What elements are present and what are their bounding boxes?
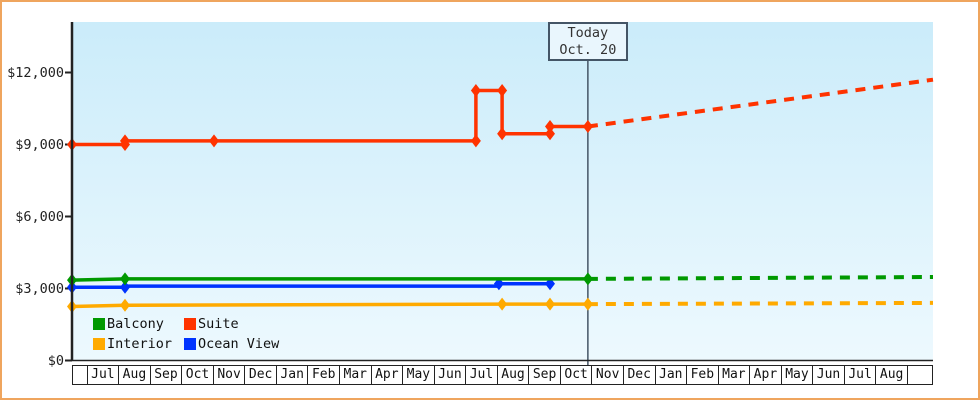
month-cell-dec-17: Dec	[622, 366, 655, 384]
y-axis-label: $12,000	[7, 64, 64, 81]
month-cell-mar-8: Mar	[339, 366, 371, 384]
month-cell-nov-4: Nov	[212, 366, 245, 384]
month-axis-strip: Jul Aug Sep Oct Nov Dec Jan Feb Mar Apr May Jun Jul A…	[72, 365, 933, 385]
legend-swatch-balcony	[93, 317, 105, 330]
month-cell-aug-13: Aug	[496, 366, 529, 384]
month-cell-may-10: May	[402, 366, 434, 384]
month-cell-aug-1: Aug	[118, 366, 150, 384]
y-axis-label: $3,000	[15, 280, 64, 297]
month-cell-oct-15: Oct	[559, 366, 592, 384]
month-cell-nov-16: Nov	[591, 366, 623, 384]
month-cell-jul-0: Jul	[86, 366, 119, 384]
legend-swatch-interior	[93, 337, 105, 350]
month-cell-aug-25: Aug	[875, 366, 907, 384]
legend-item-balcony: Balcony	[93, 314, 184, 333]
month-cell-jan-6: Jan	[275, 366, 308, 384]
legend-label: Suite	[198, 315, 239, 332]
month-cell-jan-18: Jan	[654, 366, 687, 384]
month-cell-oct-3: Oct	[181, 366, 213, 384]
y-axis-label: $0	[47, 352, 64, 369]
month-cell-apr-21: Apr	[749, 366, 781, 384]
interior-projection-line	[587, 300, 934, 307]
month-cell-mar-20: Mar	[717, 366, 750, 384]
month-cell-jun-11: Jun	[433, 366, 466, 384]
month-cell-apr-9: Apr	[370, 366, 403, 384]
legend: Balcony Suite Interior Ocean View	[93, 314, 279, 353]
y-axis-label: $9,000	[15, 136, 64, 153]
legend-swatch-suite	[184, 317, 196, 330]
ocean-view-line	[72, 281, 550, 290]
month-cell-dec-5: Dec	[244, 366, 276, 384]
balcony-line	[71, 277, 588, 282]
legend-item-interior: Interior	[93, 334, 184, 353]
data-series	[67, 77, 934, 313]
legend-swatch-ocean-view	[184, 337, 196, 350]
legend-label: Interior	[107, 335, 173, 352]
month-cell-sep-14: Sep	[528, 366, 560, 384]
today-label: Today	[567, 25, 609, 41]
month-cell-feb-19: Feb	[686, 366, 718, 384]
legend-label: Ocean View	[198, 335, 280, 352]
month-cell-empty	[906, 366, 934, 384]
today-marker-box: Today Oct. 20	[547, 22, 628, 61]
legend-item-suite: Suite	[184, 314, 279, 333]
month-cell-feb-7: Feb	[307, 366, 339, 384]
month-cell-jun-23: Jun	[812, 366, 844, 384]
month-cell-may-22: May	[780, 366, 813, 384]
y-axis-label: $6,000	[15, 208, 64, 225]
month-cell-jul-12: Jul	[465, 366, 497, 384]
today-date-label: Oct. 20	[559, 42, 617, 58]
legend-label: Balcony	[107, 315, 164, 332]
month-cell-sep-2: Sep	[149, 366, 182, 384]
balcony-projection-line	[587, 275, 934, 281]
legend-item-ocean-view: Ocean View	[184, 334, 279, 353]
month-cell-jul-24: Jul	[843, 366, 876, 384]
suite-projection-line	[587, 77, 934, 129]
